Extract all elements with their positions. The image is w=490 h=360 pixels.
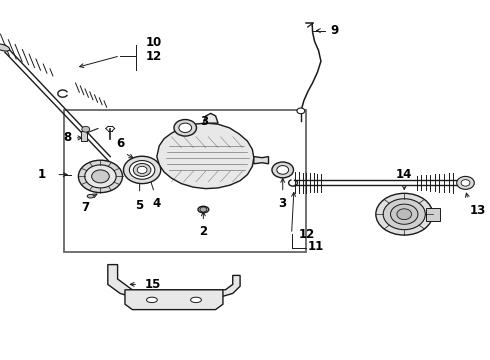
Circle shape — [383, 199, 425, 230]
Circle shape — [391, 204, 418, 224]
Circle shape — [457, 176, 474, 189]
Ellipse shape — [147, 297, 157, 302]
Circle shape — [129, 161, 155, 179]
Polygon shape — [254, 157, 269, 164]
Circle shape — [461, 180, 470, 186]
Bar — [426, 208, 440, 221]
Text: 1: 1 — [38, 168, 46, 181]
Text: 7: 7 — [82, 201, 90, 213]
Text: 10: 10 — [146, 36, 162, 49]
Circle shape — [277, 166, 289, 174]
Circle shape — [297, 108, 305, 114]
Ellipse shape — [0, 44, 10, 51]
Text: 8: 8 — [64, 131, 72, 144]
Circle shape — [179, 123, 192, 132]
Circle shape — [200, 207, 207, 212]
Circle shape — [174, 120, 196, 136]
Circle shape — [82, 126, 90, 132]
Bar — [64, 110, 306, 252]
Circle shape — [123, 156, 161, 184]
Text: 9: 9 — [331, 24, 339, 37]
Text: 3: 3 — [279, 197, 287, 210]
Ellipse shape — [462, 178, 471, 188]
Bar — [81, 131, 87, 141]
Ellipse shape — [191, 297, 201, 302]
Polygon shape — [203, 113, 218, 123]
Ellipse shape — [87, 194, 94, 198]
Text: 5: 5 — [136, 199, 144, 212]
Text: 4: 4 — [153, 197, 161, 210]
Text: 2: 2 — [199, 225, 207, 238]
Circle shape — [78, 160, 122, 193]
Circle shape — [397, 209, 412, 220]
Polygon shape — [125, 290, 223, 310]
Text: 13: 13 — [469, 204, 486, 217]
Circle shape — [376, 193, 433, 235]
Circle shape — [92, 170, 109, 183]
Text: 15: 15 — [145, 278, 161, 291]
Text: 3: 3 — [200, 115, 208, 128]
Text: 6: 6 — [116, 137, 124, 150]
Text: 14: 14 — [396, 168, 413, 181]
Text: 12: 12 — [299, 228, 315, 241]
Circle shape — [133, 163, 151, 176]
Ellipse shape — [198, 206, 209, 213]
Circle shape — [137, 166, 147, 174]
Polygon shape — [108, 265, 240, 297]
Text: 11: 11 — [308, 240, 324, 253]
Circle shape — [272, 162, 294, 178]
Polygon shape — [157, 123, 254, 189]
Circle shape — [85, 165, 116, 188]
Text: 12: 12 — [146, 50, 162, 63]
